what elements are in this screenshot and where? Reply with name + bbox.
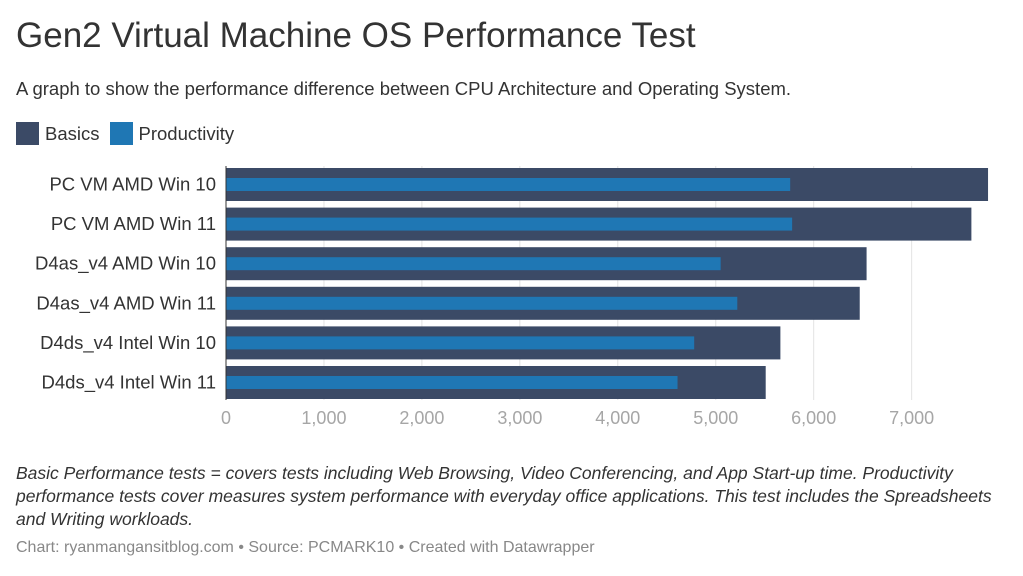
- x-tick-label: 4,000: [595, 408, 640, 428]
- x-tick-label: 2,000: [399, 408, 444, 428]
- x-tick-label: 0: [221, 408, 231, 428]
- x-tick-label: 7,000: [889, 408, 934, 428]
- chart-footer: Chart: ryanmangansitblog.com • Source: P…: [16, 539, 595, 556]
- legend-swatch-productivity: [109, 122, 133, 145]
- legend-label-productivity: Productivity: [138, 122, 235, 144]
- legend-label-basics: Basics: [45, 122, 100, 144]
- bar-productivity: [226, 178, 791, 191]
- category-label: D4as_v4 AMD Win 11: [36, 292, 216, 314]
- x-tick-label: 3,000: [497, 408, 542, 428]
- bar-productivity: [226, 217, 793, 231]
- bar-chart: 0 1,000 2,000 3,000 4,000 5,000 6,000 7,000 PC V…: [35, 166, 989, 428]
- category-label: D4as_v4 AMD Win 10: [35, 253, 216, 275]
- chart-subtitle: A graph to show the performance differen…: [16, 78, 792, 99]
- category-label: PC VM AMD Win 10: [49, 174, 216, 195]
- legend-swatch-basics: [16, 122, 39, 145]
- bar-productivity: [226, 336, 695, 350]
- x-tick-label: 5,000: [693, 408, 738, 428]
- chart-legend: Basics Productivity: [16, 122, 244, 145]
- legend-item-productivity: Productivity: [109, 122, 235, 145]
- bar-productivity: [226, 257, 721, 271]
- legend-item-basics: Basics: [16, 122, 100, 145]
- category-label: D4ds_v4 Intel Win 10: [40, 332, 216, 354]
- bar-productivity: [226, 376, 678, 389]
- category-label: D4ds_v4 Intel Win 11: [42, 372, 216, 394]
- chart-title: Gen2 Virtual Machine OS Performance Test: [16, 16, 696, 55]
- bar-productivity: [226, 296, 738, 310]
- category-label: PC VM AMD Win 11: [51, 213, 216, 234]
- x-tick-label: 1,000: [301, 408, 346, 428]
- chart-notes: Basic Performance tests = covers tests i…: [16, 463, 992, 529]
- x-tick-label: 6,000: [791, 408, 836, 428]
